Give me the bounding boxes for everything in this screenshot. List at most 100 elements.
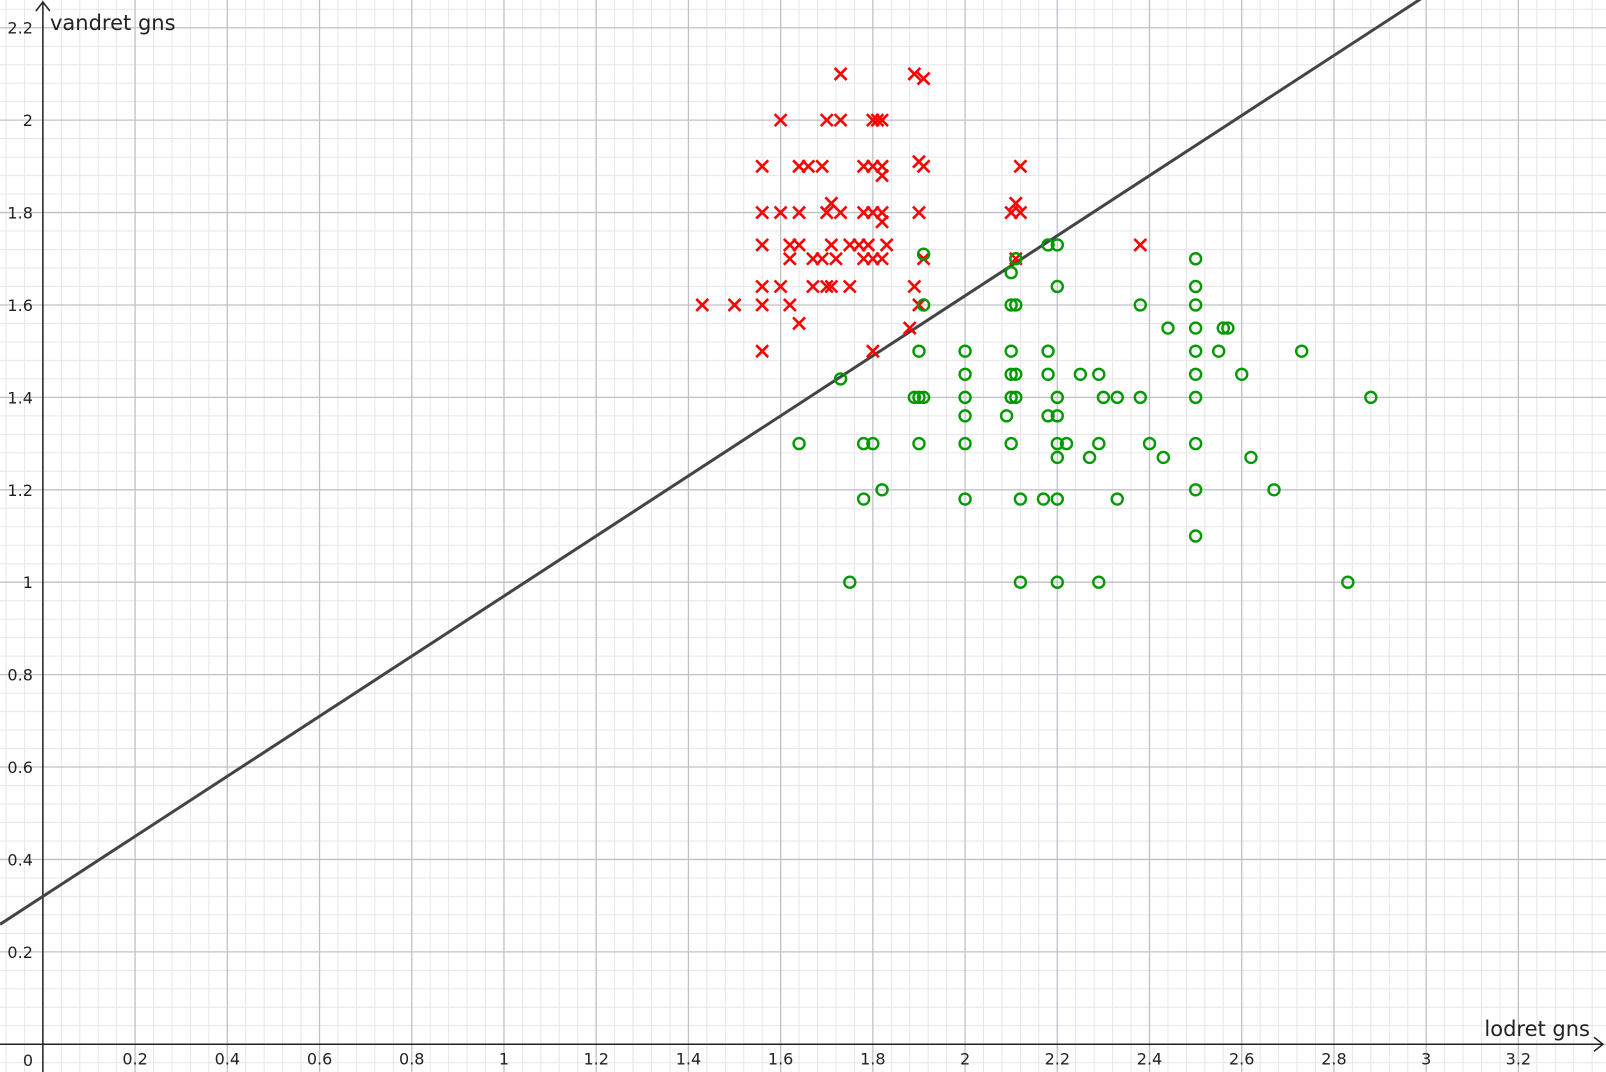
x-tick-label: 3	[1421, 1049, 1431, 1068]
cross-point	[842, 279, 857, 294]
circle-point	[1294, 344, 1309, 358]
cross-point	[875, 168, 889, 183]
data-points	[695, 67, 1378, 589]
circle-point	[958, 436, 972, 451]
circle-point	[1133, 298, 1147, 312]
y-axis-arrow-icon	[35, 0, 51, 12]
circle-point	[1004, 390, 1018, 405]
circle-point	[1188, 298, 1203, 312]
cross-point	[870, 113, 885, 128]
y-tick-label: 2.2	[7, 19, 32, 38]
circle-point	[1188, 367, 1203, 381]
cross-point	[815, 251, 830, 266]
circle-point	[1009, 252, 1023, 266]
circle-point	[1004, 265, 1018, 280]
circle-point	[999, 409, 1014, 423]
circle-point	[866, 436, 880, 451]
x-tick-label: 0.8	[399, 1049, 424, 1068]
cross-point	[875, 251, 889, 266]
cross-point	[755, 344, 770, 359]
cross-point	[875, 214, 889, 229]
circle-point	[1004, 344, 1018, 358]
circle-point	[1188, 436, 1203, 451]
circle-point	[1041, 409, 1055, 423]
circle-point	[1211, 344, 1226, 358]
x-tick-label: 0.4	[215, 1049, 240, 1068]
circle-point	[907, 390, 922, 405]
x-tick-label: 3.2	[1506, 1049, 1531, 1068]
x-tick-label: 2	[960, 1049, 970, 1068]
regression-line	[0, 0, 1422, 926]
cross-point	[805, 279, 820, 294]
cross-point	[833, 113, 848, 128]
circle-point	[1050, 450, 1064, 465]
circle-point	[1110, 492, 1124, 506]
circle-point	[916, 298, 931, 312]
circle-point	[1161, 321, 1175, 335]
circle-point	[1050, 492, 1064, 506]
cross-point	[782, 298, 797, 312]
circle-point	[1244, 450, 1258, 465]
cross-point	[1133, 237, 1148, 252]
cross-point	[773, 279, 788, 294]
circle-point	[1110, 390, 1124, 405]
circle-point	[1341, 575, 1355, 589]
circle-point	[1009, 367, 1023, 381]
circle-point	[912, 436, 926, 451]
circle-point	[1050, 409, 1064, 423]
circle-point	[1133, 390, 1147, 405]
cross-point	[833, 205, 848, 220]
circle-point	[1188, 529, 1203, 543]
y-tick-label: 2	[23, 111, 33, 130]
y-tick-label: 1.2	[7, 481, 32, 500]
circle-point	[1188, 483, 1203, 497]
cross-point	[727, 298, 742, 312]
circle-point	[1004, 298, 1018, 312]
y-tick-label: 0.2	[7, 943, 32, 962]
circle-point	[912, 390, 926, 405]
cross-point	[792, 237, 807, 252]
cross-point	[1008, 196, 1023, 211]
cross-point	[865, 344, 880, 359]
cross-point	[773, 205, 788, 220]
cross-point	[782, 251, 797, 266]
circle-point	[1050, 238, 1064, 252]
cross-point	[902, 321, 917, 335]
cross-point	[819, 113, 834, 128]
circle-point	[1036, 492, 1051, 506]
cross-point	[912, 205, 926, 220]
y-tick-label: 0.6	[7, 758, 32, 777]
circle-point	[1156, 450, 1171, 465]
cross-point	[833, 67, 848, 81]
circle-point	[1216, 321, 1230, 335]
circle-point	[1188, 344, 1203, 358]
cross-point	[916, 71, 931, 86]
circle-point	[1092, 367, 1106, 381]
circle-point	[843, 575, 857, 589]
circle-point	[792, 436, 806, 451]
circle-point	[1092, 436, 1106, 451]
y-tick-label: 1.8	[7, 204, 32, 223]
circle-point	[916, 390, 931, 405]
circle-point	[1050, 390, 1064, 405]
circle-point	[1050, 575, 1064, 589]
y-tick-label: 1	[23, 573, 33, 592]
circle-point	[833, 372, 848, 386]
y-axis-label: vandret gns	[50, 11, 176, 35]
y-tick-label: 1.4	[7, 388, 32, 407]
circle-point	[1142, 436, 1157, 451]
x-tick-label: 0.2	[122, 1049, 147, 1068]
circle-point	[1188, 279, 1203, 294]
cross-point	[907, 279, 922, 294]
x-tick-label: 2.6	[1229, 1049, 1254, 1068]
circle-point	[1096, 390, 1111, 405]
circle-point	[1221, 321, 1235, 335]
circle-point	[1073, 367, 1088, 381]
cross-point	[824, 237, 839, 252]
cross-point	[773, 113, 788, 128]
circle-point	[958, 492, 972, 506]
cross-point	[755, 205, 770, 220]
circle-point	[875, 483, 889, 497]
origin-label: 0	[23, 1051, 33, 1070]
